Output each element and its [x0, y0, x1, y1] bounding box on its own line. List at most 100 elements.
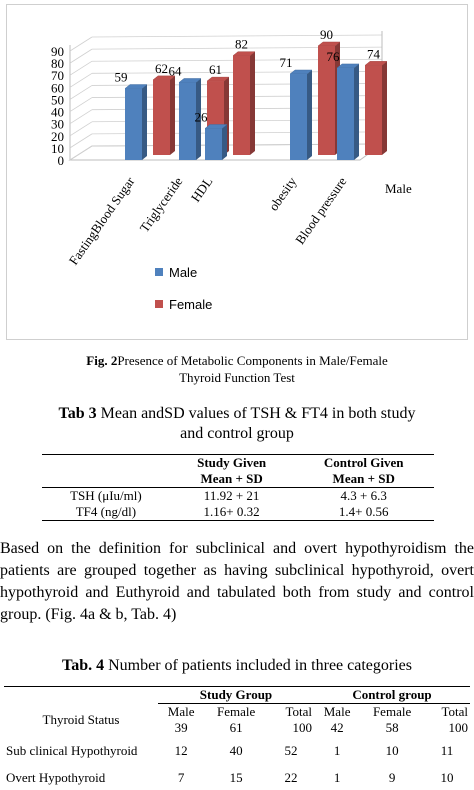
figure-2-chart: 0 10 20 30 40 50 60 70 80 90 59 62 64 61 26 82 71 90 76 74 F…	[6, 4, 468, 340]
col-count: 61	[229, 720, 243, 735]
y-tick-label: 10	[51, 141, 64, 156]
data-label-male: 76	[327, 49, 341, 64]
table-cell: 1	[333, 743, 341, 758]
col-header: Total	[441, 704, 468, 719]
col-count: 100	[448, 720, 469, 735]
table-3: Study Given Control Given Mean + SD Mean…	[42, 454, 434, 521]
bar-female-side	[250, 51, 255, 155]
bar-male-side	[142, 84, 147, 160]
bar-male-side	[222, 124, 227, 160]
figure-caption: Fig. 2Presence of Metabolic Components i…	[0, 352, 474, 386]
table-3-col-study-sub: Mean + SD	[169, 471, 294, 488]
figure-caption-text: Presence of Metabolic Components in Male…	[117, 353, 388, 368]
table-3-corner	[42, 454, 170, 471]
table-4-title: Tab. 4 Number of patients included in th…	[0, 656, 474, 676]
gridline-depth	[69, 60, 93, 76]
bar-male-side	[307, 70, 312, 160]
table-cell: 7	[177, 770, 185, 785]
bar-male-side	[354, 63, 359, 161]
figure-caption-line2: Thyroid Function Test	[179, 370, 295, 385]
y-tick-label: 50	[51, 92, 64, 107]
table-row: Sub clinical Hypothyroid 12 40 52 1 10 1…	[4, 736, 470, 766]
x-tick-label: HDL	[188, 174, 216, 205]
y-tick-label: 40	[51, 105, 64, 120]
legend-item-female: Female	[155, 295, 212, 313]
bar-male	[125, 88, 142, 160]
table-3-title-line2: and control group	[180, 425, 294, 442]
table-cell: 52	[284, 743, 298, 758]
bar-male	[205, 128, 222, 160]
row-label: Overt Hypothyroid	[6, 770, 106, 785]
y-tick-label: 80	[51, 56, 64, 71]
bar-male	[179, 82, 196, 160]
table-cell: 12	[174, 743, 188, 758]
data-label-female: 82	[235, 37, 248, 52]
table-cell: 11	[440, 743, 454, 758]
gridline-depth	[69, 97, 93, 112]
bar-female	[318, 46, 335, 155]
data-label-male: 64	[169, 63, 183, 78]
table-3-label: Tab 3	[58, 405, 97, 422]
depth-axis-label: Male	[385, 181, 412, 196]
table-cell: 9	[388, 770, 396, 785]
col-count: 42	[330, 720, 344, 735]
table-3-title-text: Mean andSD values of TSH & FT4 in both s…	[96, 405, 416, 422]
table-cell: 10	[440, 770, 454, 785]
x-tick-label: obesity	[266, 174, 300, 214]
table-4-row-header: Thyroid Status	[42, 711, 120, 727]
legend-label-female: Female	[169, 296, 213, 312]
table-row: TF4 (ng/dl) 1.16+ 0.32 1.4+ 0.56	[42, 504, 434, 521]
row-label: Sub clinical Hypothyroid	[6, 743, 138, 758]
table-cell: 15	[229, 770, 243, 785]
figure-caption-label: Fig. 2	[86, 353, 118, 368]
table-4-group-study: Study Group	[158, 686, 314, 704]
data-label-female: 90	[320, 27, 333, 42]
y-tick-label: 70	[51, 68, 64, 83]
table-3-corner-2	[42, 471, 170, 488]
data-label-male: 26	[195, 110, 209, 125]
cell-study: 11.92 + 21	[203, 488, 260, 503]
data-label-female: 74	[367, 46, 381, 61]
bar-female	[153, 79, 170, 155]
bar-female	[365, 65, 382, 155]
table-4-title-text: Number of patients included in three cat…	[104, 657, 412, 674]
legend-swatch-female	[155, 300, 163, 308]
table-4-corner	[4, 686, 158, 704]
body-paragraph: Based on the definition for subclinical …	[0, 540, 474, 623]
bar-female-side	[170, 75, 175, 155]
table-cell: 22	[284, 770, 298, 785]
row-label: TF4 (ng/dl)	[42, 504, 170, 521]
gridline-depth	[69, 121, 93, 137]
gridline-depth	[69, 72, 93, 88]
x-tick-label: Triglyceride	[137, 174, 186, 235]
data-label-female: 61	[209, 62, 222, 77]
col-header: Female	[216, 704, 256, 719]
legend-swatch-male	[155, 268, 163, 276]
legend-label-male: Male	[169, 264, 198, 280]
col-count: 39	[174, 720, 188, 735]
gridline-depth	[69, 36, 93, 52]
legend-item-male: Male	[155, 263, 212, 281]
col-count: 100	[292, 720, 312, 735]
y-tick-label: 30	[51, 117, 64, 132]
data-label-male: 59	[115, 70, 128, 85]
col-header: Male	[167, 704, 195, 719]
bar-male-side	[196, 78, 201, 160]
cell-control: 4.3 + 6.3	[340, 488, 387, 503]
table-3-col-study: Study Given	[169, 454, 294, 471]
bar-female-side	[382, 61, 387, 155]
table-4: Study Group Control group Thyroid Status…	[4, 686, 470, 790]
data-label-female: 62	[155, 61, 168, 76]
y-tick-label: 0	[58, 153, 65, 168]
chart-legend: Male Female	[155, 263, 212, 327]
y-tick-label: 20	[51, 129, 64, 144]
table-cell: 1	[333, 770, 341, 785]
table-3-title: Tab 3 Mean andSD values of TSH & FT4 in …	[0, 404, 474, 444]
row-label: TSH (μIu/ml)	[70, 488, 142, 503]
bar-female	[233, 55, 250, 155]
bar-male	[337, 67, 354, 160]
col-header: Total	[285, 704, 312, 719]
gridline-depth	[69, 109, 93, 125]
cell-control: 1.4+ 0.56	[293, 504, 434, 521]
